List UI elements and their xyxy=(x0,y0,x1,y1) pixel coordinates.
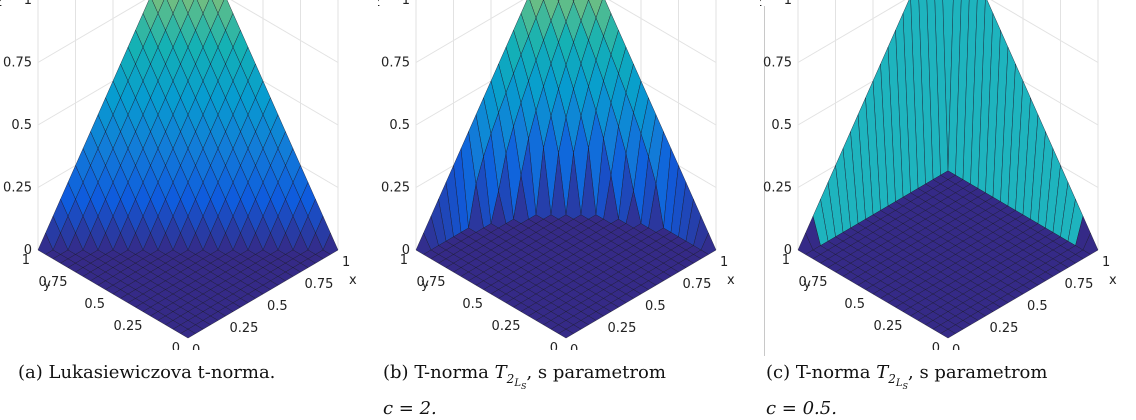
z-tick-label: 0 xyxy=(784,243,792,258)
caption-c-label: (c) xyxy=(766,362,791,383)
grid-line xyxy=(230,0,339,63)
z-tick-label: 0.75 xyxy=(3,56,32,71)
caption-b-suffix: , s parametrom xyxy=(526,362,666,383)
caption-c-suffix: , s parametrom xyxy=(908,362,1048,383)
y-tick-label: 1 xyxy=(400,253,408,268)
x-tick-label: 0.25 xyxy=(990,321,1019,336)
surface-plot-b: 00.250.50.75100.250.50.75100.250.50.751z… xyxy=(378,0,735,350)
z-axis-label: z xyxy=(0,0,2,10)
z-tick-label: 0.75 xyxy=(381,56,410,71)
z-axis-label: z xyxy=(378,0,380,10)
z-tick-label: 0.5 xyxy=(11,118,32,133)
surface-patch xyxy=(180,328,196,339)
grid-line xyxy=(608,0,717,63)
surface xyxy=(37,0,339,339)
y-tick-label: 0.75 xyxy=(799,275,828,290)
x-tick-label: 1 xyxy=(342,255,350,270)
z-tick-label: 0.25 xyxy=(763,181,792,196)
y-axis-label: y xyxy=(421,277,429,292)
y-tick-label: 0 xyxy=(932,341,940,350)
y-tick-label: 0 xyxy=(550,341,558,350)
z-tick-label: 1 xyxy=(784,0,792,8)
y-axis-label: y xyxy=(803,277,811,292)
z-axis-label: z xyxy=(760,0,762,10)
surface-patch xyxy=(940,328,956,339)
x-axis-label: x xyxy=(1109,273,1117,288)
caption-c-prefix: T-norma xyxy=(795,362,871,383)
caption-b-symbol-base: T xyxy=(494,362,507,383)
y-tick-label: 0.75 xyxy=(39,275,68,290)
surface xyxy=(415,0,717,339)
z-tick-label: 0.75 xyxy=(763,56,792,71)
z-tick-label: 0.5 xyxy=(389,118,410,133)
surface xyxy=(797,0,1099,339)
caption-b-symbol-subsub: L xyxy=(514,377,521,389)
tick-labels: 00.250.50.75100.250.50.75100.250.50.751z… xyxy=(378,0,735,350)
y-tick-label: 0.25 xyxy=(114,319,143,334)
z-tick-label: 0 xyxy=(24,243,32,258)
y-tick-label: 0.5 xyxy=(84,297,105,312)
x-tick-label: 0.5 xyxy=(1027,299,1048,314)
grid-line xyxy=(797,0,906,63)
caption-c-symbol: T2LS xyxy=(876,362,908,391)
caption-b-symbol: T2LS xyxy=(494,362,527,391)
y-tick-label: 0.25 xyxy=(492,319,521,334)
tick-labels: 00.250.50.75100.250.50.75100.250.50.751z… xyxy=(0,0,357,350)
y-tick-label: 1 xyxy=(782,253,790,268)
y-tick-label: 0.5 xyxy=(462,297,483,312)
x-tick-label: 0 xyxy=(570,343,578,350)
surface-plot-c: 00.250.50.75100.250.50.75100.250.50.751z… xyxy=(760,0,1117,350)
figure-c: 00.250.50.75100.250.50.75100.250.50.751z… xyxy=(760,0,1136,350)
x-tick-label: 0.25 xyxy=(608,321,637,336)
x-tick-label: 0.75 xyxy=(1065,277,1094,292)
y-tick-label: 0.25 xyxy=(874,319,903,334)
x-tick-label: 0.25 xyxy=(230,321,259,336)
x-axis-label: x xyxy=(727,273,735,288)
caption-c-symbol-base: T xyxy=(876,362,889,383)
caption-b-line2: c = 2. xyxy=(383,397,437,419)
y-tick-label: 0.5 xyxy=(844,297,865,312)
grid-line xyxy=(415,0,524,63)
z-tick-label: 0.25 xyxy=(381,181,410,196)
z-tick-label: 1 xyxy=(402,0,410,8)
grid-line xyxy=(37,0,146,63)
x-axis-label: x xyxy=(349,273,357,288)
figure-b: 00.250.50.75100.250.50.75100.250.50.751z… xyxy=(378,0,754,350)
z-tick-label: 0.25 xyxy=(3,181,32,196)
surface-plot-a: 00.250.50.75100.250.50.75100.250.50.751z… xyxy=(0,0,357,350)
surface-patch xyxy=(558,328,574,339)
caption-b-symbol-subsubsub: S xyxy=(520,381,527,391)
x-tick-label: 0 xyxy=(952,343,960,350)
caption-c-symbol-subsubsub: S xyxy=(902,381,908,391)
y-tick-label: 1 xyxy=(22,253,30,268)
caption-c-symbol-sub: 2 xyxy=(888,371,896,386)
y-tick-label: 0 xyxy=(172,341,180,350)
x-tick-label: 1 xyxy=(1102,255,1110,270)
caption-a-label: (a) xyxy=(18,362,43,383)
x-tick-label: 1 xyxy=(720,255,728,270)
x-tick-label: 0.75 xyxy=(683,277,712,292)
x-tick-label: 0 xyxy=(192,343,200,350)
caption-b: (b) T-norma T2LS, s parametrom c = 2. xyxy=(383,362,666,420)
caption-c: (c) T-norma T2LS, s parametrom c = 0.5. xyxy=(766,362,1047,420)
figure-a: 00.250.50.75100.250.50.75100.250.50.751z… xyxy=(0,0,376,350)
caption-c-line2: c = 0.5. xyxy=(766,397,837,419)
panel-divider xyxy=(764,6,765,356)
x-tick-label: 0.75 xyxy=(305,277,334,292)
grid-line xyxy=(990,0,1099,63)
caption-a-text: Lukasiewiczova t-norma. xyxy=(48,362,276,383)
z-tick-label: 0 xyxy=(402,243,410,258)
caption-b-label: (b) xyxy=(383,362,409,383)
z-tick-label: 0.5 xyxy=(771,118,792,133)
tick-labels: 00.250.50.75100.250.50.75100.250.50.751z… xyxy=(760,0,1117,350)
z-tick-label: 1 xyxy=(24,0,32,8)
x-tick-label: 0.5 xyxy=(267,299,288,314)
y-tick-label: 0.75 xyxy=(417,275,446,290)
y-axis-label: y xyxy=(43,277,51,292)
x-tick-label: 0.5 xyxy=(645,299,666,314)
caption-b-prefix: T-norma xyxy=(414,362,489,383)
caption-b-symbol-sub: 2 xyxy=(506,371,515,386)
caption-a: (a) Lukasiewiczova t-norma. xyxy=(18,362,275,384)
caption-c-symbol-subsub: L xyxy=(895,377,903,389)
